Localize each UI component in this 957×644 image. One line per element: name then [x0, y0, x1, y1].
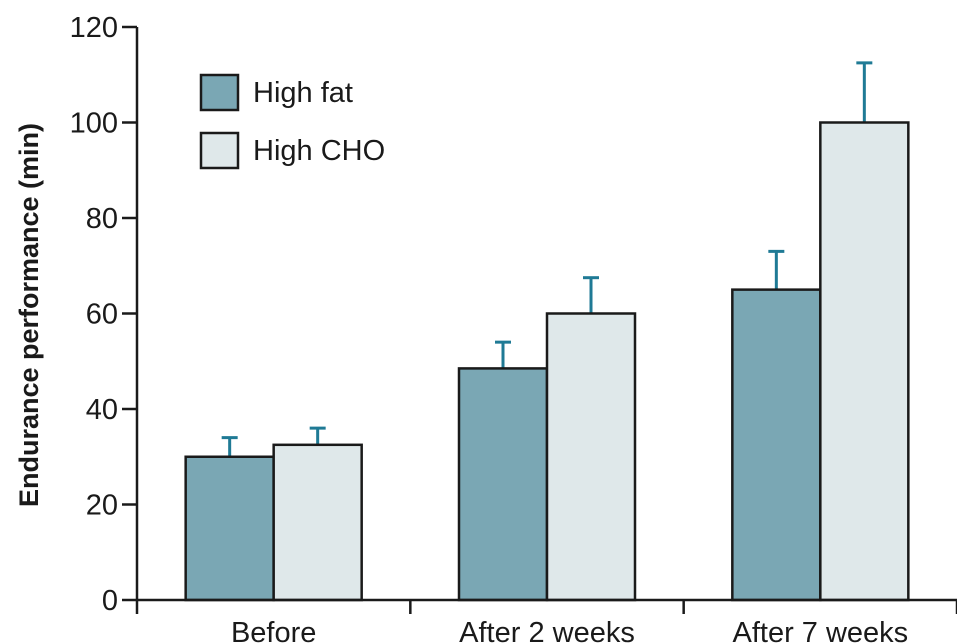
axes-layer: Before After 2 weeks After 7 weeks 0 20 40 60 8… [70, 12, 957, 644]
y-axis-title: Endurance performance (min) [14, 123, 44, 507]
legend-swatch [199, 73, 240, 112]
y-tick-label: 100 [70, 108, 118, 140]
y-tick-label: 120 [70, 12, 118, 44]
legend-label: High CHO [253, 135, 385, 167]
x-tick-label: After 7 weeks [732, 617, 908, 644]
legend: High fat High CHO [199, 73, 385, 170]
bar [545, 312, 637, 602]
y-tick-label: 0 [102, 585, 118, 617]
y-tick-label: 80 [86, 203, 118, 235]
y-tick-label: 40 [86, 394, 118, 426]
x-tick-label: After 2 weeks [459, 617, 635, 644]
legend-label: High fat [253, 77, 353, 109]
bar [272, 443, 363, 602]
legend-swatch [199, 131, 240, 170]
bar [731, 288, 822, 602]
x-tick-label: Before [231, 617, 316, 644]
bar [184, 455, 275, 602]
bar [819, 121, 910, 602]
y-tick-label: 60 [86, 299, 118, 331]
y-tick-label: 20 [86, 490, 118, 522]
bar [457, 367, 549, 602]
